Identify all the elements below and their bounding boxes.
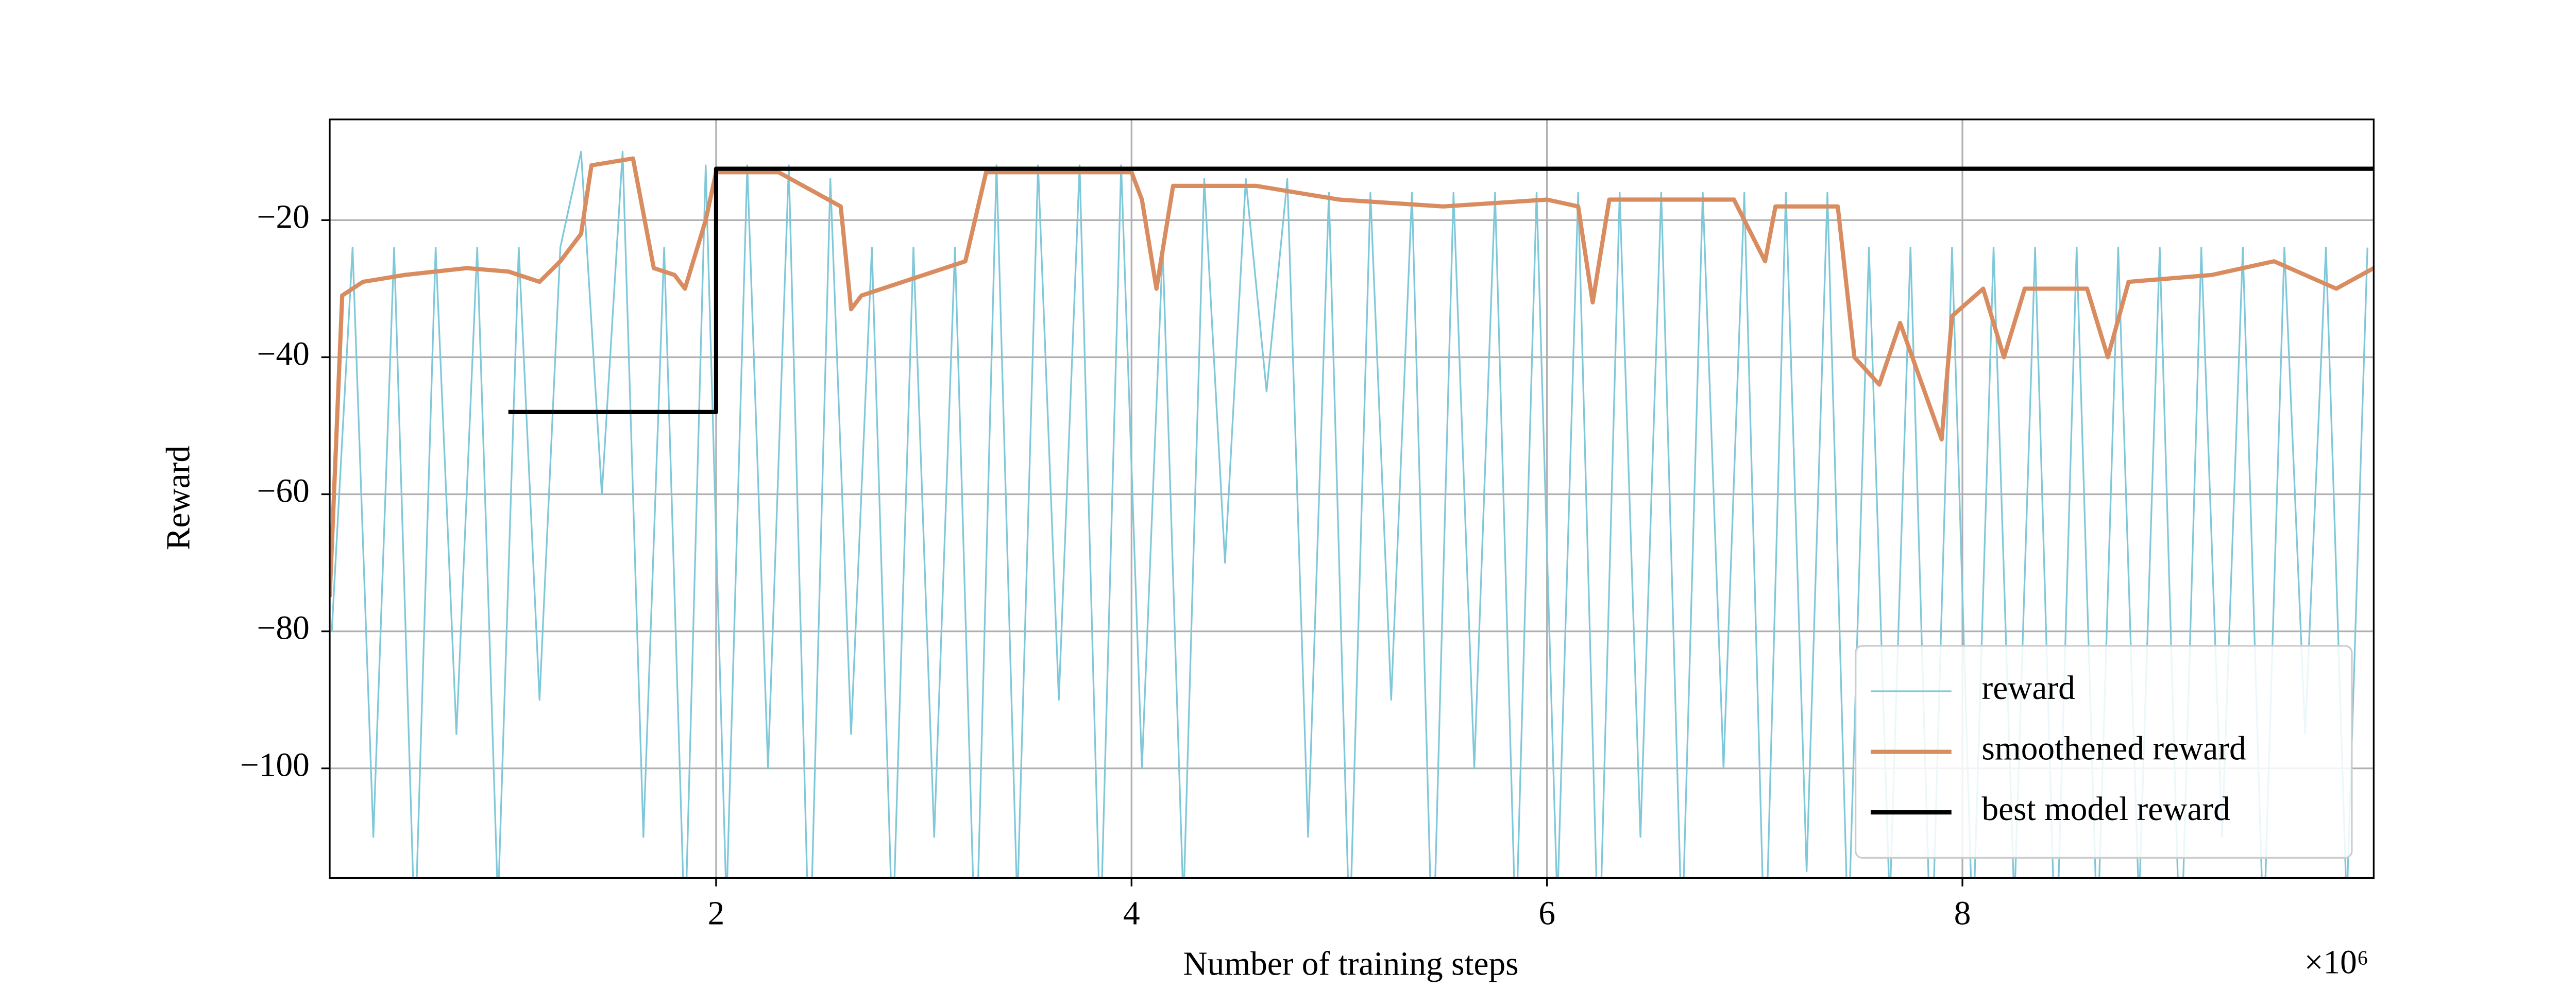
x-tick-label: 2: [708, 895, 725, 932]
series-line: [330, 156, 2374, 598]
x-tick-label: 6: [1538, 895, 1555, 932]
y-tick-label: −20: [257, 198, 310, 235]
y-tick-label: −80: [257, 610, 310, 647]
y-tick-label: −100: [240, 747, 310, 784]
legend-box: [1855, 645, 2353, 859]
legend-label: best model reward: [1982, 791, 2230, 828]
legend-label: reward: [1982, 670, 2075, 707]
series-line: [331, 150, 2368, 878]
x-axis-label: Number of training steps: [1183, 946, 1519, 983]
x-offset-label: ×10⁶: [2304, 944, 2369, 981]
x-tick-label: 8: [1954, 895, 1971, 932]
series-line: [508, 166, 2374, 414]
y-tick-label: −60: [257, 473, 310, 510]
y-axis-label: Reward: [160, 446, 197, 550]
x-tick-label: 4: [1123, 895, 1140, 932]
y-tick-label: −40: [257, 335, 310, 372]
plot-frame: [329, 118, 2375, 879]
legend-label: smoothened reward: [1982, 730, 2246, 768]
plot-area: [330, 150, 2374, 878]
ticks: 2 4 6 8 −20 −40 −60 −80 −100: [240, 198, 1971, 932]
legend: reward smoothened reward best model reward: [1855, 645, 2353, 859]
